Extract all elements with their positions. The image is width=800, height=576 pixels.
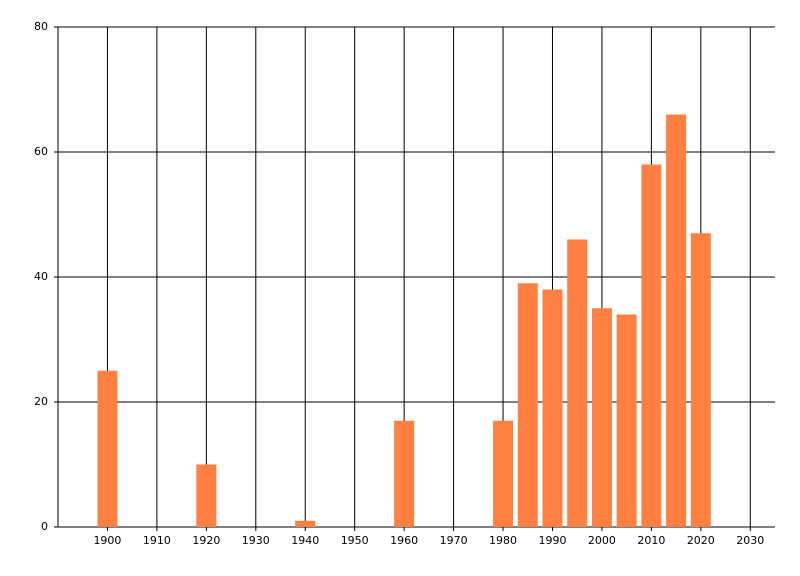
y-tick-label: 0: [41, 520, 48, 533]
bar: [493, 420, 514, 527]
bar: [517, 283, 538, 527]
y-tick-label: 80: [34, 20, 48, 33]
x-tick-label: 2020: [687, 534, 715, 547]
x-tick-label: 1980: [489, 534, 517, 547]
bar: [567, 239, 588, 527]
bar: [295, 520, 316, 527]
x-tick-label: 1970: [440, 534, 468, 547]
bar: [616, 314, 637, 527]
bar: [97, 370, 118, 527]
x-tick-label: 1990: [538, 534, 566, 547]
bar: [542, 289, 563, 527]
y-tick-label: 40: [34, 270, 48, 283]
bar: [641, 164, 662, 527]
x-tick-label: 2000: [588, 534, 616, 547]
bar: [666, 114, 687, 527]
x-tick-label: 1940: [291, 534, 319, 547]
bar: [690, 233, 711, 527]
x-tick-label: 1960: [390, 534, 418, 547]
x-tick-label: 1950: [341, 534, 369, 547]
x-tick-label: 1900: [93, 534, 121, 547]
y-tick-label: 60: [34, 145, 48, 158]
bar: [196, 464, 217, 527]
bar: [394, 420, 415, 527]
y-tick-label: 20: [34, 395, 48, 408]
x-tick-label: 1920: [192, 534, 220, 547]
x-tick-label: 2010: [637, 534, 665, 547]
bar: [591, 308, 612, 527]
x-tick-label: 1930: [242, 534, 270, 547]
x-tick-label: 2030: [736, 534, 764, 547]
x-tick-label: 1910: [143, 534, 171, 547]
